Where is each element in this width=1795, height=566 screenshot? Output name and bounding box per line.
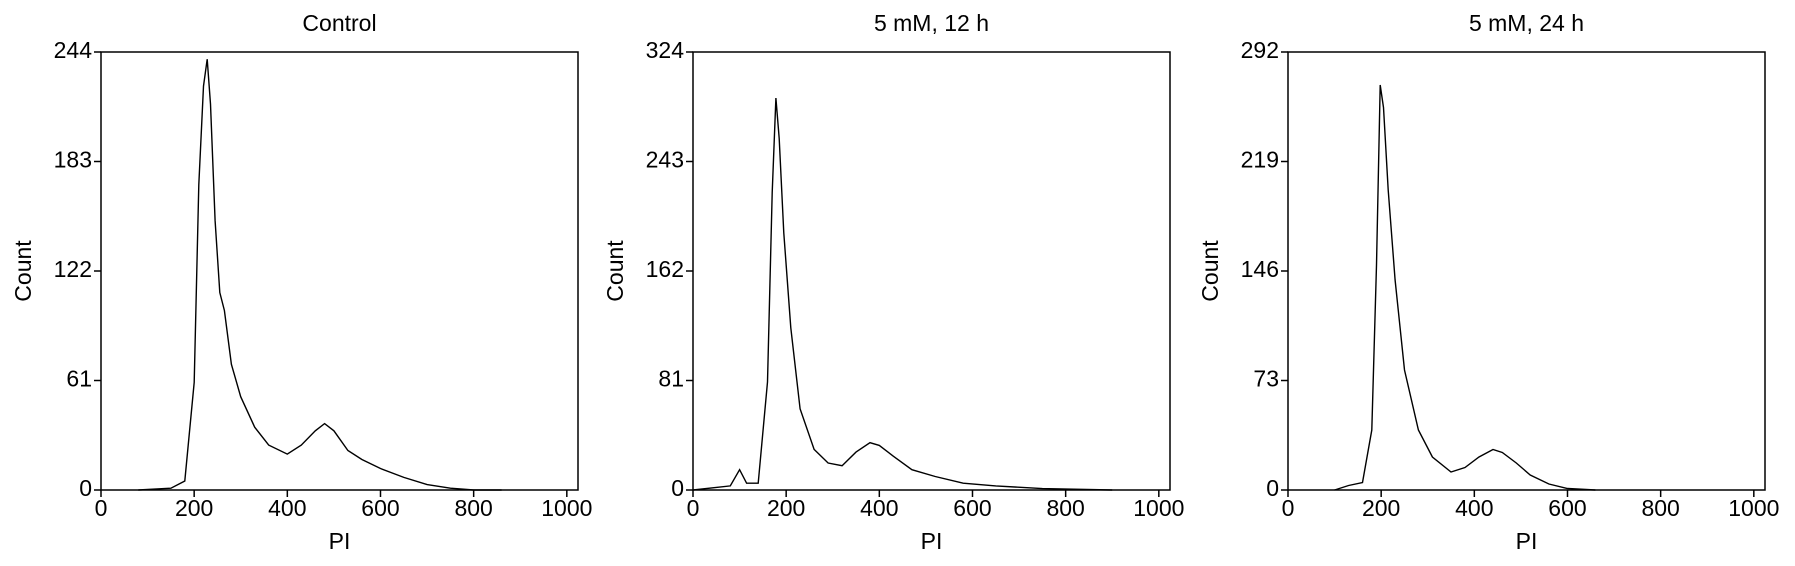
x-tick-label: 800 bbox=[1046, 495, 1084, 521]
plot-frame bbox=[100, 51, 579, 491]
y-tick-label: 122 bbox=[54, 256, 92, 282]
x-tick-label: 0 bbox=[95, 495, 108, 521]
y-tick-label: 292 bbox=[1241, 37, 1279, 63]
y-axis-label: Count bbox=[602, 240, 628, 302]
histogram-line bbox=[1334, 84, 1596, 491]
y-tick-label: 219 bbox=[1241, 147, 1279, 173]
histogram-line bbox=[138, 59, 502, 491]
x-tick-label: 1000 bbox=[1728, 495, 1779, 521]
chart-title: 5 mM, 12 h bbox=[874, 10, 989, 36]
y-tick-label: 61 bbox=[66, 366, 92, 392]
y-tick-label: 183 bbox=[54, 147, 92, 173]
x-axis-label: PI bbox=[329, 528, 351, 554]
x-tick-label: 600 bbox=[1548, 495, 1586, 521]
y-tick-label: 162 bbox=[646, 256, 684, 282]
x-tick-label: 800 bbox=[1641, 495, 1679, 521]
y-tick-label: 243 bbox=[646, 147, 684, 173]
y-tick-label: 244 bbox=[54, 37, 93, 63]
y-tick-label: 0 bbox=[671, 475, 684, 501]
plot-frame bbox=[692, 51, 1171, 491]
plot-frame bbox=[1287, 51, 1766, 491]
y-tick-label: 324 bbox=[646, 37, 685, 63]
chart-title: 5 mM, 24 h bbox=[1469, 10, 1584, 36]
x-tick-label: 400 bbox=[860, 495, 898, 521]
y-tick-label: 73 bbox=[1253, 366, 1279, 392]
x-tick-label: 1000 bbox=[1133, 495, 1184, 521]
y-axis-label: Count bbox=[1197, 240, 1223, 302]
x-tick-label: 600 bbox=[361, 495, 399, 521]
x-tick-label: 600 bbox=[953, 495, 991, 521]
y-tick-label: 0 bbox=[79, 475, 92, 501]
x-tick-label: 200 bbox=[767, 495, 805, 521]
x-tick-label: 400 bbox=[268, 495, 306, 521]
chart-title: Control bbox=[302, 10, 376, 36]
x-tick-label: 1000 bbox=[541, 495, 592, 521]
x-tick-label: 200 bbox=[1362, 495, 1400, 521]
y-axis-label: Count bbox=[10, 240, 36, 302]
x-tick-label: 0 bbox=[1282, 495, 1295, 521]
histogram-line bbox=[692, 97, 1113, 491]
x-tick-label: 800 bbox=[454, 495, 492, 521]
x-tick-label: 0 bbox=[687, 495, 700, 521]
x-tick-label: 200 bbox=[175, 495, 213, 521]
y-tick-label: 146 bbox=[1241, 256, 1279, 282]
x-tick-label: 400 bbox=[1455, 495, 1493, 521]
x-axis-label: PI bbox=[1516, 528, 1538, 554]
y-tick-label: 0 bbox=[1266, 475, 1279, 501]
y-tick-label: 81 bbox=[658, 366, 684, 392]
x-axis-label: PI bbox=[921, 528, 943, 554]
